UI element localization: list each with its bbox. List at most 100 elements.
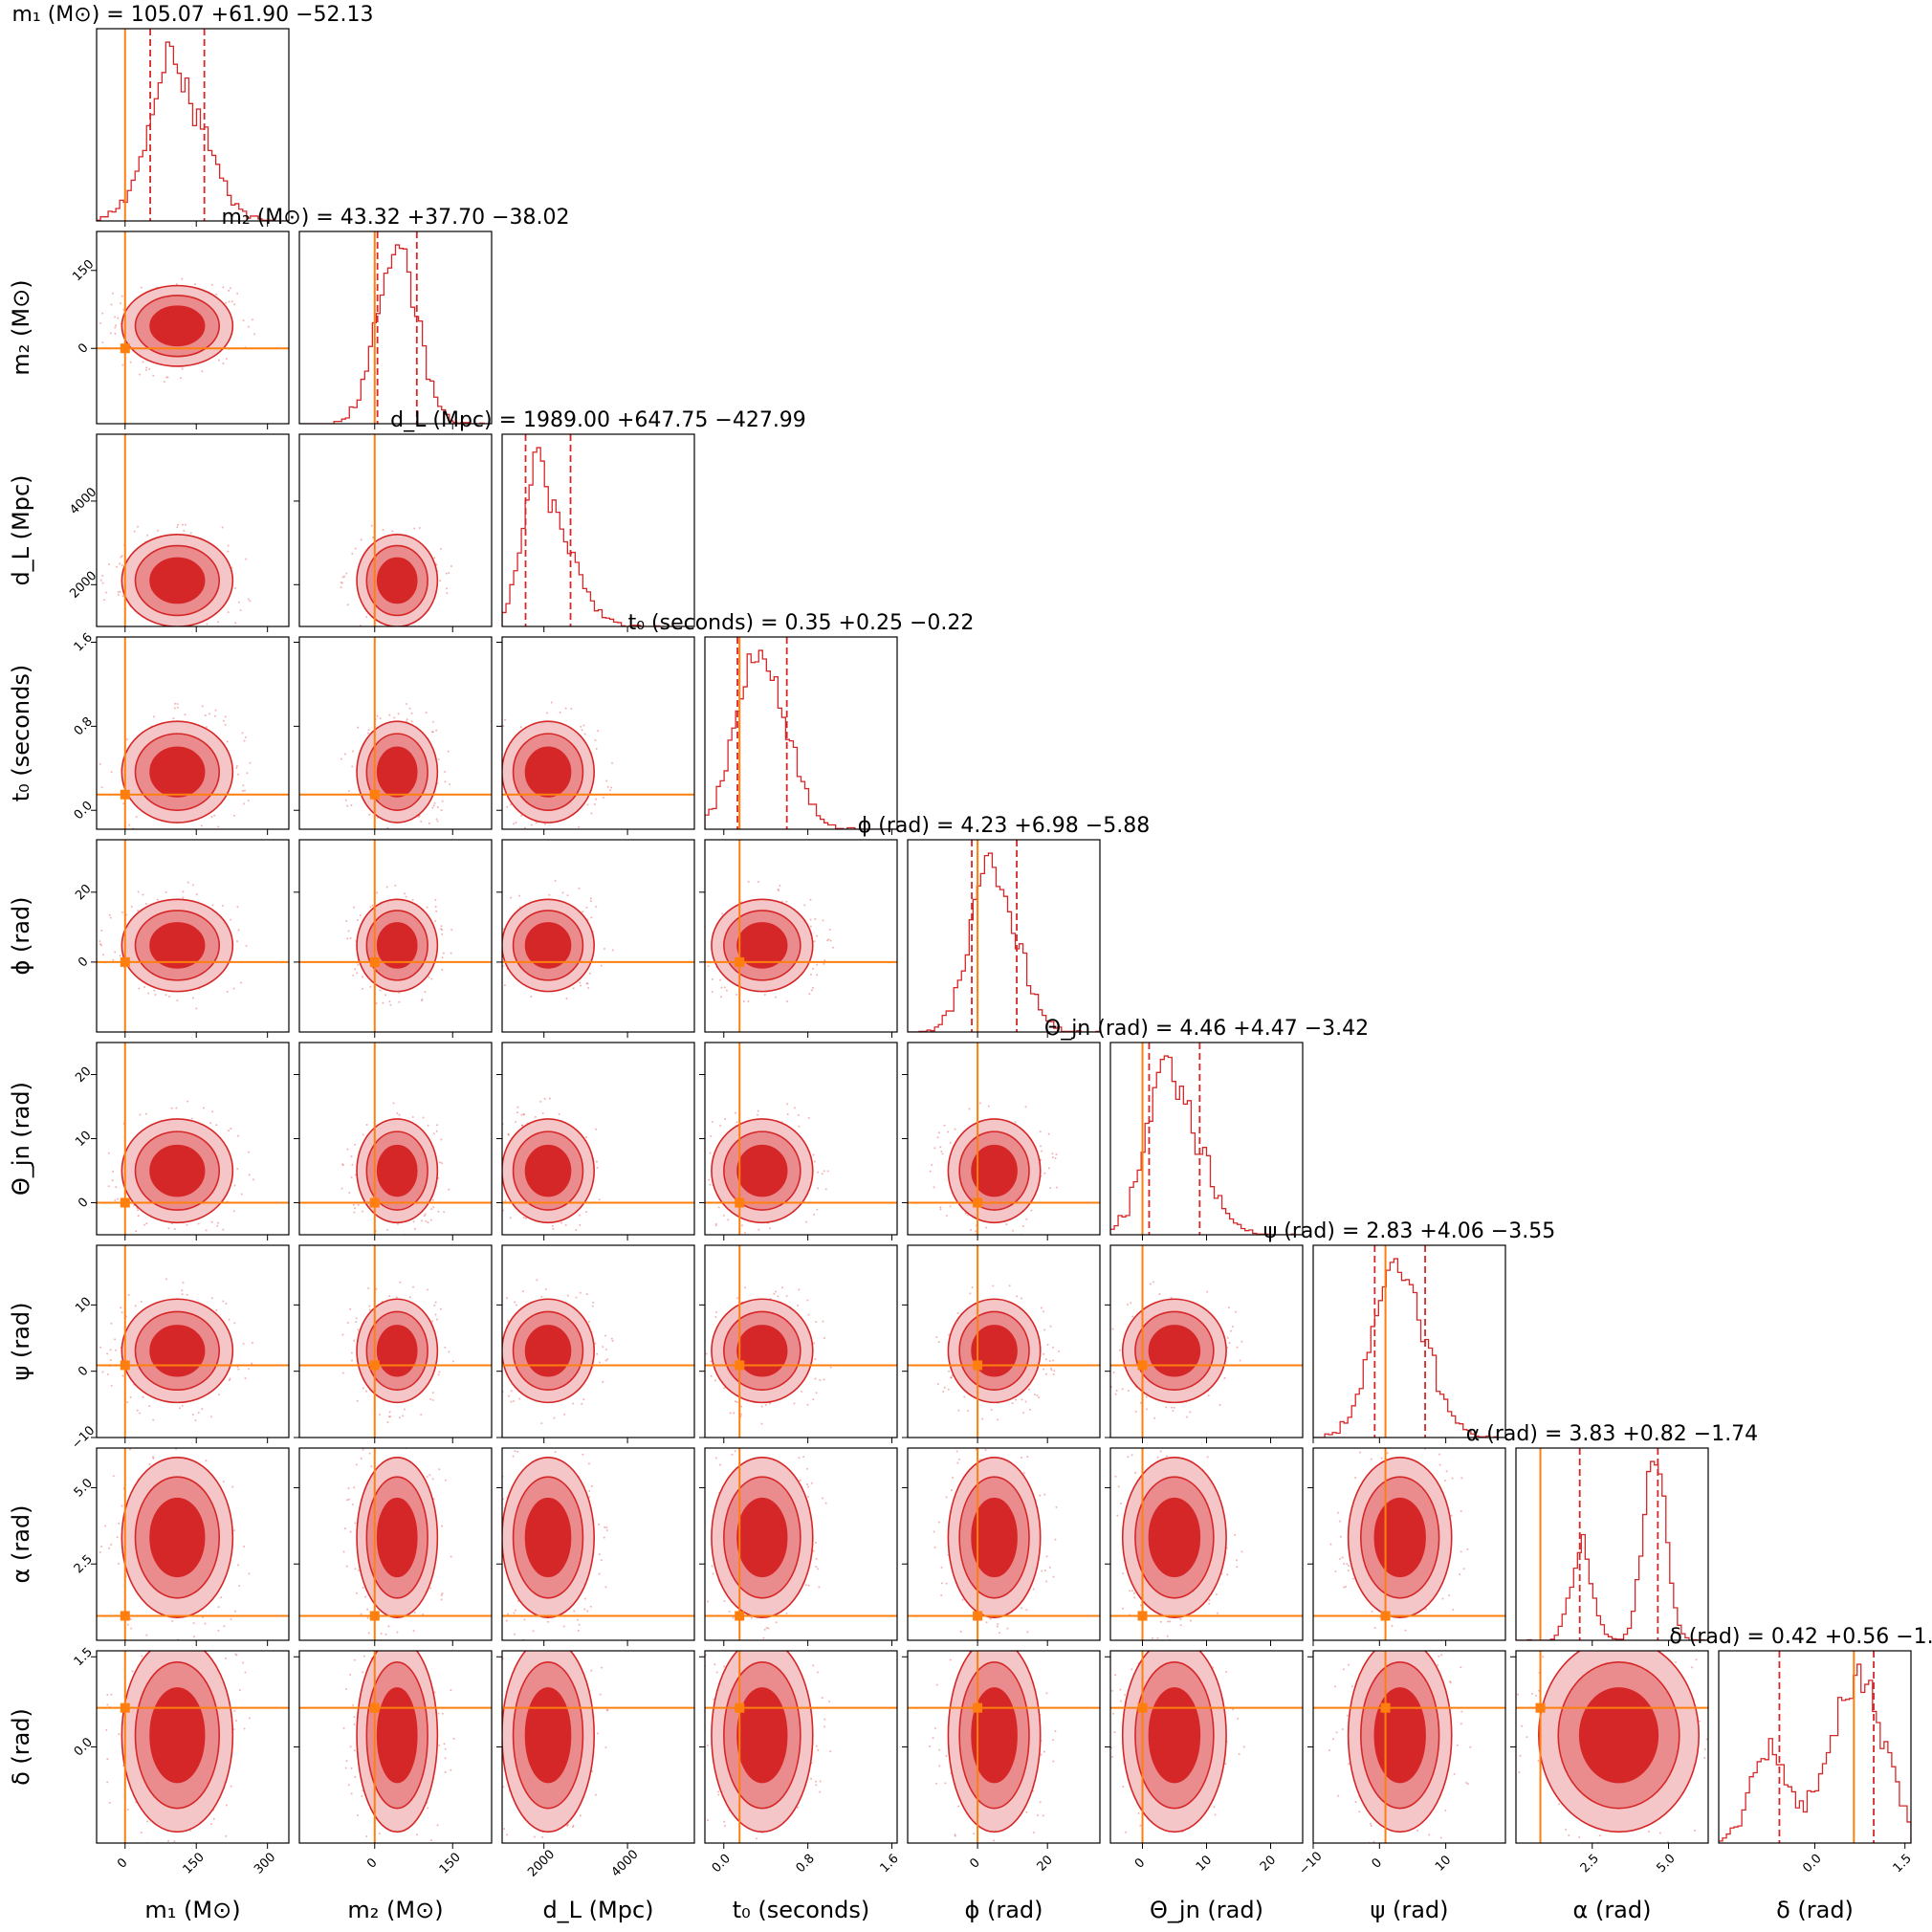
sample-point [448, 1188, 450, 1191]
sample-point [128, 823, 131, 826]
sample-point [341, 1164, 344, 1167]
sample-point [611, 1339, 614, 1342]
title-m2: m₂ (M⊙) = 43.32 +37.70 −38.02 [221, 206, 569, 230]
sample-point [507, 1394, 510, 1397]
sample-point [106, 1352, 109, 1355]
sample-point [556, 1241, 558, 1243]
sample-point [575, 1296, 578, 1299]
contour-1sigma [971, 1687, 1018, 1784]
sample-point [594, 738, 597, 741]
sample-point [114, 1338, 117, 1341]
sample-point [1705, 1738, 1708, 1741]
histogram-delta [1719, 1663, 1911, 1843]
sample-point [1208, 1602, 1211, 1605]
sample-point [213, 814, 216, 817]
sample-point [1145, 1395, 1148, 1398]
sample-point [498, 773, 500, 775]
sample-point [495, 743, 497, 745]
sample-point [1026, 1631, 1029, 1634]
sample-point [1027, 1388, 1030, 1391]
sample-point [118, 1522, 121, 1525]
sample-point [815, 1392, 818, 1394]
sample-point [775, 1621, 778, 1624]
sample-point [441, 968, 444, 971]
sample-point [510, 1400, 513, 1403]
sample-point [1043, 1570, 1046, 1572]
sample-point [99, 322, 102, 325]
sample-point [107, 562, 110, 565]
sample-point [1715, 1719, 1717, 1721]
sample-point [1112, 1712, 1115, 1715]
sample-point [130, 905, 133, 908]
sample-point [942, 1390, 945, 1393]
sample-point [362, 976, 364, 978]
sample-point [1347, 1570, 1350, 1572]
sample-point [1139, 1604, 1142, 1607]
sample-point [733, 1412, 735, 1415]
sample-point [129, 1448, 132, 1451]
sample-point [247, 800, 250, 802]
sample-point [793, 1402, 796, 1405]
sample-point [224, 1657, 227, 1659]
sample-point [564, 707, 567, 710]
panel-frame [907, 839, 1101, 1033]
panel-frame [96, 1244, 290, 1438]
sample-point [1044, 1358, 1047, 1361]
sample-point [708, 1178, 711, 1181]
sample-point [1114, 1393, 1117, 1395]
sample-point [706, 1744, 709, 1746]
contour-1sigma [1373, 1497, 1426, 1578]
sample-point [521, 1846, 523, 1848]
sample-point [1169, 1620, 1172, 1623]
sample-point [174, 702, 177, 705]
sample-point [346, 804, 349, 807]
sample-point [565, 1824, 568, 1827]
sample-point [723, 1665, 726, 1668]
sample-point [494, 1149, 496, 1151]
sample-point [586, 1610, 589, 1613]
sample-point [1122, 1786, 1125, 1789]
sample-point [126, 1809, 129, 1811]
sample-point [806, 1467, 809, 1470]
sample-point [1119, 1688, 1122, 1691]
sample-point [242, 1342, 245, 1345]
panel-t0-vs-psi [699, 1244, 898, 1443]
sample-point [487, 1169, 489, 1171]
sample-point [243, 1727, 246, 1730]
sample-point [493, 946, 494, 948]
sample-point [195, 893, 198, 896]
sample-point [700, 940, 702, 942]
sample-point [179, 1635, 181, 1636]
sample-point [411, 830, 413, 832]
sample-point [242, 319, 245, 322]
sample-point [533, 1835, 536, 1838]
sample-point [727, 1218, 730, 1221]
sample-point [426, 1475, 428, 1478]
sample-point [247, 1151, 250, 1153]
sample-point [117, 590, 120, 593]
sample-point [595, 798, 598, 801]
sample-point [572, 987, 575, 990]
hist-panel-theta: Θ_jn (rad) = 4.46 +4.47 −3.42 [1044, 1017, 1369, 1240]
contour-1sigma [149, 922, 206, 969]
sample-point [440, 809, 443, 812]
sample-point [239, 981, 242, 984]
sample-point [739, 1413, 742, 1416]
sample-point [249, 761, 252, 764]
contour-1sigma [1148, 1497, 1201, 1578]
sample-point [581, 729, 583, 732]
sample-point [367, 732, 370, 735]
sample-point [815, 1321, 818, 1324]
sample-point [1438, 1453, 1441, 1456]
sample-point [823, 1337, 825, 1340]
sample-point [107, 1152, 110, 1154]
sample-point [978, 1102, 981, 1105]
sample-point [814, 1377, 817, 1380]
sample-point [224, 723, 227, 726]
sample-point [933, 1546, 936, 1548]
sample-point [810, 1777, 813, 1780]
sample-point [571, 1826, 574, 1829]
sample-point [585, 1293, 588, 1296]
contour-1sigma [149, 1497, 206, 1578]
sample-point [1232, 1326, 1235, 1328]
